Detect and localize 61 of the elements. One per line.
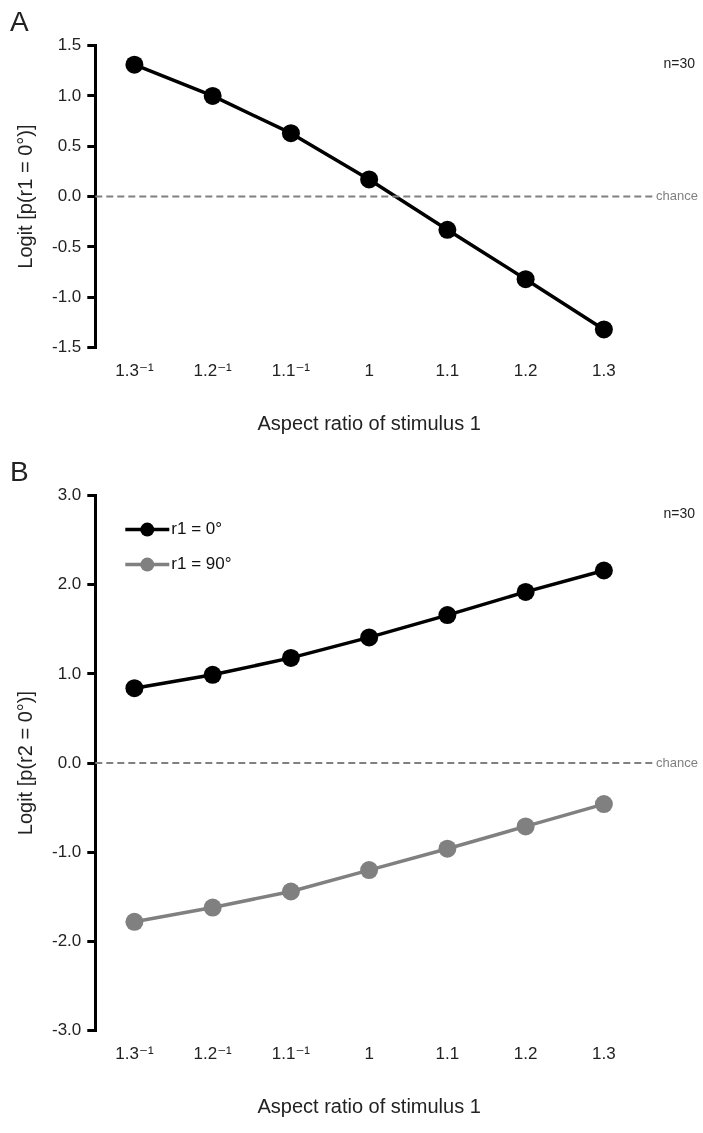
legend-label: r1 = 0° (171, 519, 223, 539)
x-tick-label: 1 (364, 1044, 374, 1064)
legend-label: r1 = 90° (171, 554, 232, 574)
y-tick-label: 1.0 (57, 85, 82, 105)
point (516, 817, 535, 836)
x-tick-label: 1.3 (592, 1044, 616, 1064)
point (125, 912, 144, 931)
point (203, 665, 222, 684)
chart-title: B (10, 455, 29, 487)
point (438, 220, 457, 239)
point (281, 882, 300, 901)
y-tick-label: -2.0 (52, 931, 82, 951)
x-axis-title: Aspect ratio of stimulus 1 (257, 1094, 481, 1117)
y-tick-label: 0.5 (57, 135, 82, 155)
x-tick-label: 1.2 (513, 1044, 538, 1064)
x-axis-title: Aspect ratio of stimulus 1 (257, 411, 481, 434)
point (594, 320, 613, 339)
y-tick-label: 3.0 (57, 485, 82, 505)
x-tick-label: 1.1⁻¹ (271, 1044, 311, 1064)
point (516, 582, 535, 601)
point (203, 898, 222, 917)
y-tick-label: -3.0 (52, 1020, 82, 1040)
point (360, 861, 379, 880)
y-axis-title: Logit [p(r1 = 0°)] (13, 124, 36, 269)
ref-line-label: chance (656, 188, 698, 204)
point (594, 561, 613, 580)
x-tick-label: 1.2 (513, 361, 538, 381)
point (281, 124, 300, 143)
point (281, 648, 300, 667)
x-tick-label: 1.1 (435, 361, 460, 381)
point (360, 628, 379, 647)
x-tick-label: 1.1⁻¹ (271, 361, 311, 381)
y-tick-label: 1.0 (57, 663, 82, 683)
point (125, 55, 144, 74)
point (203, 86, 222, 105)
x-tick-label: 1.1 (435, 1044, 460, 1064)
y-tick-label: 1.5 (57, 35, 82, 55)
point (360, 170, 379, 189)
chart-title: A (10, 5, 29, 37)
x-tick-label: 1.3 (592, 361, 616, 381)
y-tick-label: -1.0 (52, 841, 82, 861)
text: n=30 (663, 505, 696, 522)
y-tick-label: 2.0 (57, 574, 82, 594)
text: n=30 (663, 55, 696, 72)
y-tick-label: 0.0 (57, 752, 82, 772)
point (125, 679, 144, 698)
x-tick-label: 1.3⁻¹ (115, 361, 154, 381)
point (516, 270, 535, 289)
x-tick-label: 1 (364, 361, 374, 381)
point (438, 606, 457, 625)
y-tick-label: -0.5 (52, 236, 82, 256)
y-tick-label: -1.0 (52, 286, 82, 306)
x-tick-label: 1.3⁻¹ (115, 1044, 154, 1064)
point (438, 839, 457, 858)
x-tick-label: 1.2⁻¹ (193, 1044, 233, 1064)
point (594, 795, 613, 814)
ref-line-label: chance (656, 754, 698, 770)
y-tick-label: -1.5 (52, 337, 82, 357)
y-axis-title: Logit [p(r2 = 0°)] (13, 691, 36, 836)
y-tick-label: 0.0 (57, 186, 82, 206)
x-tick-label: 1.2⁻¹ (193, 361, 233, 381)
